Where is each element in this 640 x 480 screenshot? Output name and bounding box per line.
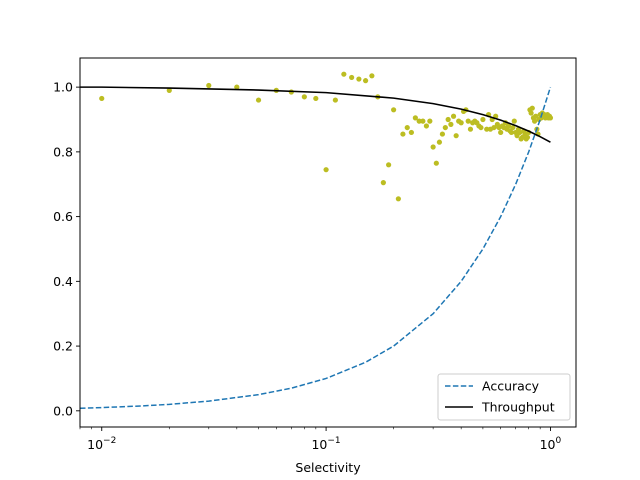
scatter-point	[478, 124, 484, 131]
scatter-point	[491, 124, 497, 131]
legend-label-throughput: Throughput	[481, 400, 555, 415]
y-tick-label: 0.8	[53, 144, 73, 159]
scatter-point	[301, 94, 307, 100]
scatter-point	[400, 131, 406, 137]
scatter-point	[323, 167, 329, 173]
scatter-point	[412, 115, 418, 121]
x-tick-label: 10−2	[87, 436, 116, 452]
scatter-point	[532, 118, 538, 124]
scatter-point	[505, 123, 512, 129]
scatter-point	[467, 126, 474, 132]
scatter-point	[465, 118, 471, 124]
scatter-point	[395, 196, 401, 202]
scatter-point	[404, 124, 410, 131]
scatter-point	[450, 113, 457, 119]
x-tick-label: 10−1	[311, 436, 340, 452]
scatter-point	[510, 124, 516, 131]
scatter-point	[453, 133, 459, 139]
scatter-point	[99, 95, 105, 102]
scatter-point	[234, 84, 240, 90]
axes-frame	[79, 57, 577, 428]
scatter-point	[439, 131, 446, 137]
scatter-point	[529, 105, 535, 111]
plot-area	[80, 58, 576, 427]
scatter-point	[511, 118, 517, 124]
scatter-point	[166, 87, 172, 93]
scatter-point	[420, 118, 426, 124]
scatter-point	[508, 129, 515, 136]
series-group	[80, 71, 554, 409]
scatter-point	[380, 180, 386, 186]
legend: Accuracy Throughput	[437, 373, 571, 421]
scatter-point	[498, 129, 504, 136]
scatter-point	[448, 121, 454, 127]
x-tick-label: 100	[540, 436, 562, 452]
scatter-point	[480, 116, 486, 123]
y-tick-label: 0.6	[53, 209, 73, 224]
scatter-point	[313, 95, 319, 102]
y-tick-label: 0.4	[53, 274, 73, 289]
scatter-point	[458, 120, 464, 126]
scatter-point	[442, 124, 448, 131]
scatter-point	[408, 129, 414, 136]
scatter-point	[423, 123, 430, 129]
y-tick-label: 1.0	[53, 80, 73, 95]
y-tick-label: 0.0	[53, 403, 73, 418]
scatter-point	[533, 113, 539, 119]
scatter-point	[433, 160, 439, 166]
scatter-point	[356, 76, 362, 82]
scatter-point	[436, 139, 443, 145]
scatter-point	[349, 74, 355, 81]
plot-background	[80, 58, 576, 427]
scatter-point	[517, 129, 523, 136]
scatter-point	[362, 78, 369, 84]
axes-layer: 0.0 0.2 0.4 0.6 0.8 1.0 10−2 10−1 100	[53, 57, 577, 452]
series-layer	[80, 71, 554, 409]
scatter-point	[547, 115, 554, 121]
scatter-point	[255, 97, 262, 103]
scatter-point	[484, 126, 490, 132]
series-line-throughput	[80, 86, 551, 143]
scatter-point	[206, 82, 212, 89]
legend-label-accuracy: Accuracy	[482, 379, 540, 394]
scatter-point	[445, 116, 451, 123]
y-tick-label: 0.2	[53, 339, 73, 354]
x-axis-label: Selectivity	[295, 460, 361, 475]
scatter-point	[427, 118, 433, 124]
scatter-point	[386, 162, 392, 168]
scatter-point	[341, 71, 347, 77]
scatter-point	[416, 118, 422, 124]
scatter-point	[430, 144, 436, 150]
scatter-point	[391, 107, 397, 113]
scatter-point	[524, 134, 531, 140]
scatter-point	[528, 110, 534, 116]
scatter-point	[332, 97, 338, 103]
scatter-point	[369, 73, 375, 79]
